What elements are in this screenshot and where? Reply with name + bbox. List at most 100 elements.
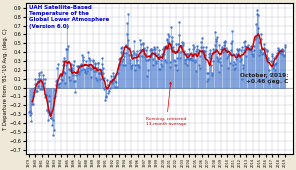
- Point: [247, 47, 252, 50]
- Point: [94, 78, 99, 81]
- Point: [83, 70, 87, 73]
- Point: [242, 48, 246, 51]
- Point: [239, 46, 244, 48]
- Point: [185, 53, 190, 55]
- Point: [275, 52, 280, 54]
- Point: [190, 44, 195, 46]
- Point: [51, 134, 55, 137]
- Point: [49, 116, 53, 119]
- Point: [123, 63, 127, 66]
- Point: [46, 100, 51, 102]
- Point: [42, 82, 46, 84]
- Point: [253, 38, 258, 40]
- Point: [150, 58, 155, 61]
- Point: [208, 52, 213, 54]
- Point: [149, 53, 154, 55]
- Point: [197, 49, 202, 52]
- Point: [29, 100, 34, 102]
- Point: [261, 52, 266, 54]
- Point: [274, 54, 279, 56]
- Point: [86, 64, 91, 67]
- Point: [72, 79, 77, 82]
- Point: [166, 35, 171, 38]
- Point: [133, 54, 138, 56]
- Point: [241, 64, 246, 67]
- Point: [178, 46, 183, 48]
- Point: [112, 75, 116, 78]
- Point: [153, 47, 158, 50]
- Point: [270, 63, 275, 66]
- Point: [108, 75, 113, 78]
- Point: [277, 50, 282, 53]
- Point: [192, 54, 197, 56]
- Point: [182, 62, 187, 64]
- Point: [168, 61, 173, 63]
- Point: [40, 84, 44, 87]
- Point: [230, 53, 235, 55]
- Point: [73, 91, 77, 93]
- Point: [60, 78, 65, 81]
- Point: [88, 67, 93, 70]
- Point: [146, 59, 151, 62]
- Point: [125, 13, 130, 15]
- Point: [126, 38, 131, 41]
- Point: [56, 83, 61, 86]
- Point: [99, 69, 103, 71]
- Point: [132, 63, 137, 66]
- Point: [152, 47, 156, 50]
- Point: [202, 50, 206, 53]
- Point: [84, 60, 89, 62]
- Point: [107, 86, 112, 89]
- Point: [240, 67, 245, 70]
- Point: [106, 92, 111, 94]
- Point: [45, 110, 50, 113]
- Point: [163, 59, 167, 62]
- Point: [238, 60, 242, 62]
- Point: [119, 51, 124, 54]
- Point: [224, 49, 229, 52]
- Point: [30, 102, 35, 105]
- Point: [57, 83, 62, 86]
- Text: October, 2019:
+0.46 deg. C: October, 2019: +0.46 deg. C: [240, 73, 289, 84]
- Point: [84, 69, 89, 72]
- Point: [279, 53, 284, 55]
- Point: [110, 82, 115, 84]
- Point: [181, 44, 186, 46]
- Point: [236, 48, 241, 51]
- Point: [237, 47, 242, 50]
- Point: [237, 55, 242, 58]
- Point: [234, 53, 239, 55]
- Point: [231, 64, 236, 67]
- Point: [279, 49, 284, 52]
- Point: [125, 22, 130, 24]
- Point: [131, 52, 136, 54]
- Point: [138, 49, 142, 52]
- Point: [191, 47, 196, 50]
- Point: [72, 60, 76, 62]
- Point: [67, 78, 72, 81]
- Point: [232, 68, 237, 70]
- Point: [218, 61, 222, 63]
- Point: [69, 62, 74, 65]
- Point: [78, 65, 83, 68]
- Point: [117, 62, 122, 65]
- Point: [238, 58, 243, 61]
- Point: [214, 55, 219, 58]
- Point: [244, 54, 249, 57]
- Point: [274, 62, 278, 64]
- Point: [210, 74, 214, 76]
- Point: [36, 74, 41, 76]
- Point: [211, 47, 216, 50]
- Point: [160, 65, 165, 68]
- Point: [276, 48, 281, 51]
- Point: [34, 90, 39, 92]
- Point: [110, 77, 115, 80]
- Point: [225, 57, 230, 60]
- Point: [205, 79, 210, 82]
- Point: [103, 99, 108, 101]
- Point: [268, 77, 272, 80]
- Point: [67, 76, 71, 78]
- Point: [210, 71, 215, 74]
- Point: [147, 58, 151, 61]
- Point: [122, 52, 126, 54]
